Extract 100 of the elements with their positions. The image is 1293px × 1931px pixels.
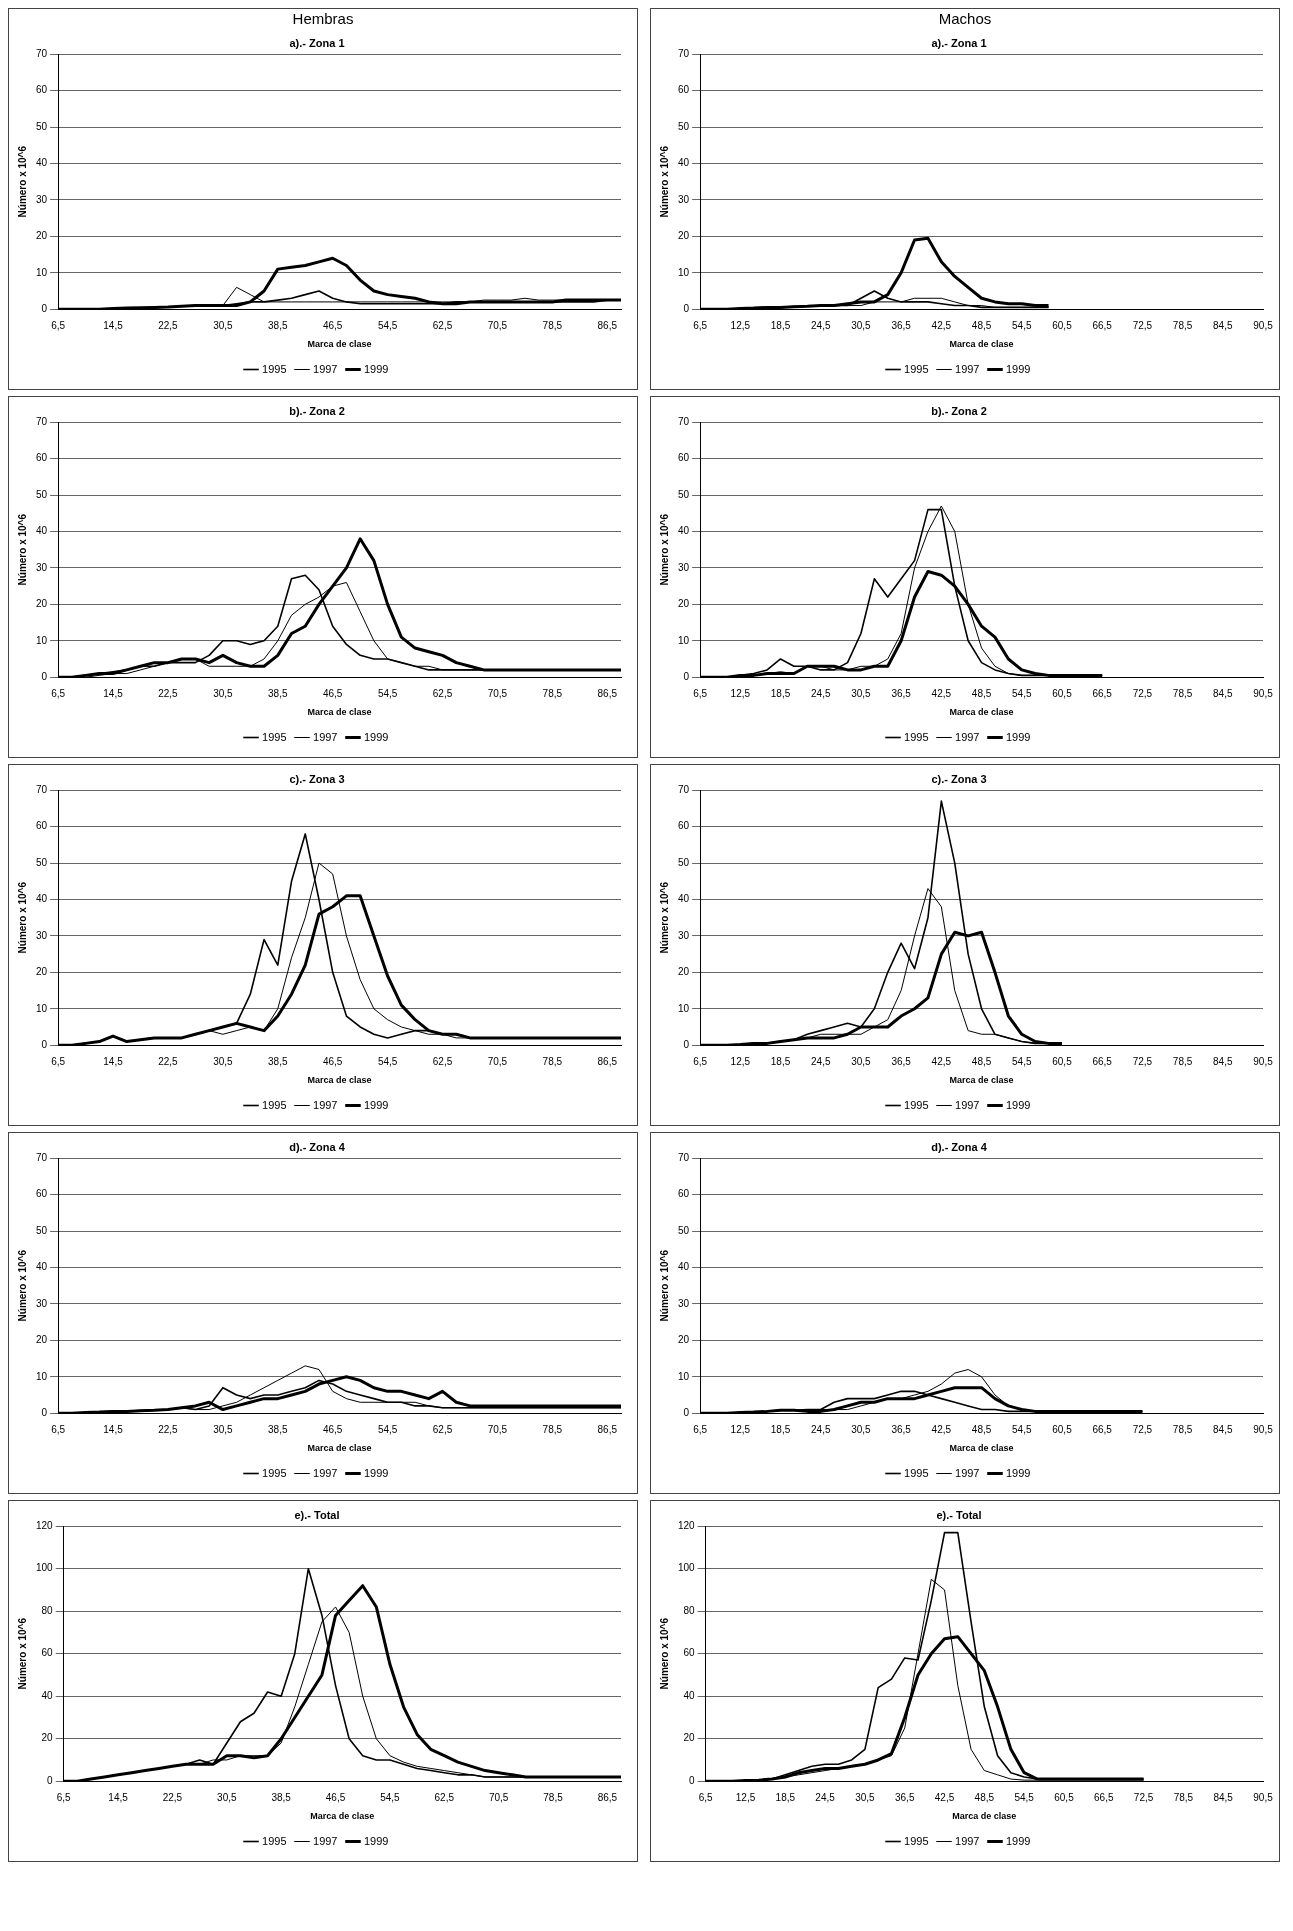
x-tick-label: 30,5 — [851, 1055, 872, 1067]
y-tick-label: 20 — [678, 230, 690, 242]
y-tick-label: 20 — [41, 1732, 54, 1744]
x-tick-label: 54,5 — [1012, 319, 1032, 331]
x-tick-label: 70,5 — [487, 1055, 508, 1067]
x-tick-label: 30,5 — [217, 1791, 237, 1803]
x-tick-label: 54,5 — [380, 1791, 401, 1803]
y-tick-label: 20 — [678, 1334, 690, 1346]
x-tick-label: 30,5 — [213, 687, 234, 699]
x-tick-label: 14,5 — [103, 687, 124, 699]
x-tick-label: 24,5 — [811, 1055, 831, 1067]
legend-label: 1999 — [363, 1466, 389, 1479]
x-tick-label: 60,5 — [1054, 1791, 1075, 1803]
x-axis-title: Marca de clase — [949, 1443, 1014, 1454]
x-tick-label: 54,5 — [377, 319, 398, 331]
y-tick-label: 10 — [36, 1002, 48, 1014]
x-tick-label: 12,5 — [730, 1423, 751, 1435]
y-tick-label: 0 — [689, 1774, 696, 1786]
y-tick-label: 10 — [678, 266, 690, 278]
x-tick-label: 78,5 — [542, 1055, 563, 1067]
legend-label: 1999 — [363, 730, 389, 743]
x-tick-label: 54,5 — [377, 1423, 398, 1435]
x-tick-label: 72,5 — [1132, 1423, 1153, 1435]
chart-title: a).- Zona 1 — [289, 36, 345, 49]
y-axis-title: Número x 10^6 — [16, 1617, 28, 1690]
x-axis-title: Marca de clase — [949, 339, 1014, 350]
x-tick-label: 48,5 — [971, 1055, 992, 1067]
x-tick-label: 46,5 — [325, 1791, 346, 1803]
y-tick-label: 60 — [41, 1647, 54, 1659]
y-tick-label: 60 — [678, 452, 690, 464]
y-tick-label: 20 — [36, 598, 48, 610]
y-tick-label: 60 — [36, 84, 48, 96]
x-tick-label: 70,5 — [487, 687, 508, 699]
x-axis-title: Marca de clase — [307, 1443, 372, 1454]
y-tick-label: 40 — [36, 893, 48, 905]
x-tick-label: 30,5 — [851, 687, 872, 699]
legend-label: 1999 — [1005, 362, 1031, 375]
y-tick-label: 30 — [36, 1297, 48, 1309]
legend-label: 1999 — [1005, 1466, 1031, 1479]
x-tick-label: 18,5 — [770, 687, 791, 699]
chart-title: b).- Zona 2 — [931, 404, 987, 417]
y-tick-label: 80 — [683, 1604, 696, 1616]
y-tick-label: 120 — [678, 1519, 696, 1531]
x-tick-label: 48,5 — [971, 1423, 992, 1435]
y-tick-label: 60 — [36, 452, 48, 464]
y-tick-label: 50 — [678, 120, 690, 132]
y-tick-label: 50 — [36, 1224, 48, 1236]
x-tick-label: 78,5 — [1172, 1423, 1193, 1435]
x-axis-title: Marca de clase — [949, 1075, 1014, 1086]
x-tick-label: 78,5 — [1172, 1055, 1193, 1067]
y-tick-label: 40 — [678, 893, 690, 905]
legend-label: 1997 — [955, 1834, 980, 1847]
y-tick-label: 40 — [36, 157, 48, 169]
x-tick-label: 38,5 — [271, 1791, 292, 1803]
y-tick-label: 20 — [36, 1334, 48, 1346]
x-tick-label: 70,5 — [487, 319, 508, 331]
x-tick-label: 78,5 — [542, 687, 563, 699]
x-tick-label: 12,5 — [730, 1055, 751, 1067]
y-tick-label: 70 — [36, 783, 48, 795]
chart-title: c).- Zona 3 — [289, 772, 345, 785]
y-axis-title: Número x 10^6 — [658, 1617, 670, 1690]
x-tick-label: 54,5 — [1012, 687, 1032, 699]
x-tick-label: 66,5 — [1092, 687, 1113, 699]
x-tick-label: 12,5 — [735, 1791, 756, 1803]
y-tick-label: 0 — [683, 670, 690, 682]
y-tick-label: 10 — [678, 1002, 690, 1014]
x-tick-label: 36,5 — [894, 1791, 915, 1803]
x-tick-label: 42,5 — [931, 319, 952, 331]
x-tick-label: 84,5 — [1213, 1791, 1234, 1803]
y-tick-label: 120 — [36, 1519, 54, 1531]
x-tick-label: 60,5 — [1052, 1055, 1073, 1067]
y-tick-label: 80 — [41, 1604, 54, 1616]
y-axis-title: Número x 10^6 — [16, 513, 28, 586]
x-tick-label: 6,5 — [698, 1791, 714, 1803]
x-tick-label: 60,5 — [1052, 1423, 1073, 1435]
y-tick-label: 70 — [678, 415, 690, 427]
legend-label: 1995 — [904, 1834, 929, 1847]
x-tick-label: 42,5 — [931, 687, 952, 699]
x-tick-label: 78,5 — [542, 1423, 563, 1435]
chart-title: a).- Zona 1 — [931, 36, 987, 49]
y-tick-label: 20 — [683, 1732, 696, 1744]
x-tick-label: 14,5 — [103, 319, 124, 331]
y-tick-label: 60 — [678, 1188, 690, 1200]
y-tick-label: 100 — [36, 1562, 54, 1574]
x-tick-label: 36,5 — [891, 1055, 912, 1067]
y-tick-label: 40 — [678, 157, 690, 169]
x-tick-label: 72,5 — [1132, 687, 1153, 699]
x-tick-label: 18,5 — [770, 319, 791, 331]
x-tick-label: 60,5 — [1052, 319, 1073, 331]
x-tick-label: 66,5 — [1094, 1791, 1114, 1803]
x-tick-label: 30,5 — [213, 319, 234, 331]
x-tick-label: 6,5 — [693, 1055, 708, 1067]
y-tick-label: 70 — [36, 47, 48, 59]
y-tick-label: 40 — [41, 1689, 54, 1701]
y-tick-label: 20 — [36, 966, 48, 978]
x-tick-label: 38,5 — [268, 1423, 288, 1435]
x-tick-label: 70,5 — [487, 1423, 508, 1435]
x-tick-label: 36,5 — [891, 687, 912, 699]
x-axis-title: Marca de clase — [307, 1075, 372, 1086]
y-tick-label: 10 — [36, 1370, 48, 1382]
